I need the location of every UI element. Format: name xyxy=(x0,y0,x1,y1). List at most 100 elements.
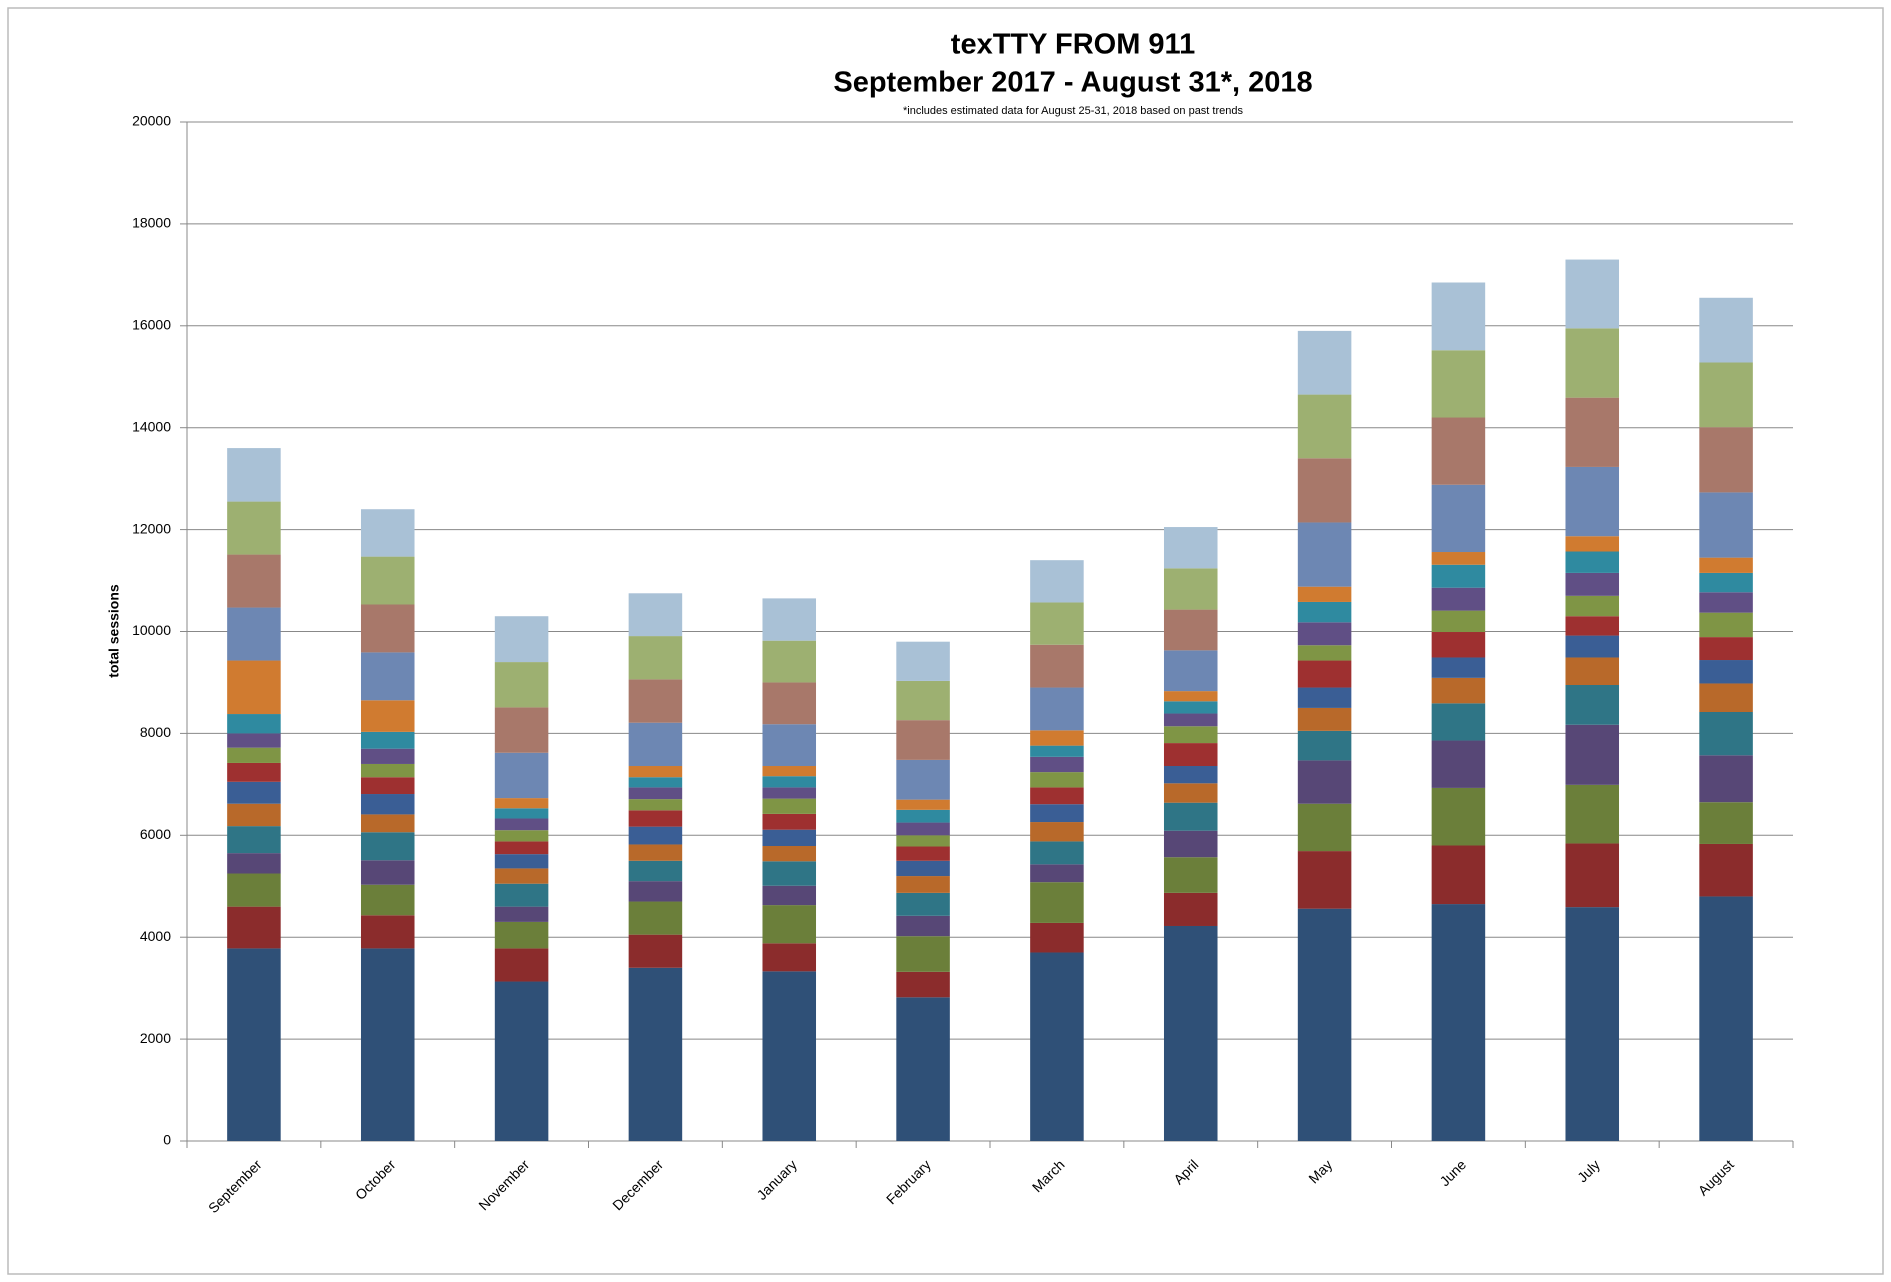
y-tick-label: 4000 xyxy=(140,928,171,944)
bar-segment xyxy=(494,707,549,753)
bar-segment xyxy=(1163,701,1218,714)
y-tick-label: 8000 xyxy=(140,724,171,740)
bar-segment xyxy=(762,798,817,814)
bar-segment xyxy=(1297,660,1352,688)
bar-segment xyxy=(762,598,817,641)
bar-segment xyxy=(1565,466,1620,537)
bar-segment xyxy=(227,803,281,827)
bar-segment xyxy=(360,509,415,557)
bar-segment xyxy=(227,762,281,782)
bar-segment xyxy=(896,997,950,1141)
bar-segment xyxy=(628,826,683,845)
bar-segment xyxy=(1297,601,1352,623)
bar-segment xyxy=(1297,330,1352,395)
bar-segment xyxy=(1565,784,1620,844)
bar-segment xyxy=(1163,650,1218,692)
bar-segment xyxy=(494,818,549,831)
bar-segment xyxy=(1431,677,1486,704)
bar-segment xyxy=(1565,328,1620,398)
bar-segment xyxy=(1297,707,1352,731)
bar-segment xyxy=(628,844,683,861)
bar-segment xyxy=(1030,772,1084,788)
bar-segment xyxy=(762,829,817,846)
bar-segment xyxy=(360,860,415,885)
bar-segment xyxy=(494,798,549,809)
bar-segment xyxy=(896,892,950,916)
bar-segment xyxy=(1163,609,1218,651)
bar-segment xyxy=(360,814,415,833)
bar-segment xyxy=(494,883,549,907)
bar-segment xyxy=(494,752,549,799)
bar-segment xyxy=(494,921,549,949)
y-tick-label: 18000 xyxy=(132,215,171,231)
bar-segment xyxy=(628,799,683,811)
bar-segment xyxy=(1163,743,1218,767)
bar-segment xyxy=(1565,551,1620,573)
bar-segment xyxy=(1297,394,1352,459)
bar-segment xyxy=(1431,350,1486,418)
y-tick-label: 10000 xyxy=(132,622,171,638)
bar-segment xyxy=(1297,687,1352,708)
bar-segment xyxy=(227,853,281,874)
bar-segment xyxy=(1030,687,1084,731)
bar-segment xyxy=(227,948,281,1141)
y-tick-label: 2000 xyxy=(140,1030,171,1046)
bar-segment xyxy=(1565,843,1620,908)
bar-segment xyxy=(227,714,281,734)
bar-segment xyxy=(1565,572,1620,596)
bar-segment xyxy=(896,720,950,760)
bar-segment xyxy=(896,835,950,847)
bar-segment xyxy=(227,607,281,661)
bar-segment xyxy=(1699,843,1753,897)
bar-segment xyxy=(896,759,950,800)
bar-segment xyxy=(1431,417,1486,485)
bar-segment xyxy=(762,813,817,830)
bar-segment xyxy=(360,832,415,861)
bar-segment xyxy=(1699,492,1753,558)
bar-segment xyxy=(494,981,549,1141)
bar-segment xyxy=(1163,527,1218,569)
bar-segment xyxy=(227,747,281,763)
bar-segment xyxy=(494,616,549,663)
bar-segment xyxy=(1699,896,1753,1141)
bar-segment xyxy=(227,873,281,907)
bar-segment xyxy=(494,830,549,842)
bar-segment xyxy=(360,604,415,653)
bar-segment xyxy=(1565,397,1620,467)
bar-segment xyxy=(227,448,281,502)
bar-segment xyxy=(628,766,683,778)
bar-segment xyxy=(1565,259,1620,329)
bar-segment xyxy=(1565,907,1620,1141)
bar-segment xyxy=(628,777,683,788)
bar-segment xyxy=(762,905,817,944)
bar-segment xyxy=(1297,586,1352,602)
bar-segment xyxy=(360,763,415,778)
bar-segment xyxy=(762,640,817,683)
bar-segment xyxy=(1030,560,1084,603)
bar-segment xyxy=(1163,802,1218,831)
bar-segment xyxy=(1163,766,1218,784)
bar-segment xyxy=(1431,657,1486,678)
bar-segment xyxy=(227,906,281,949)
bar-segment xyxy=(360,948,415,1141)
y-tick-label: 12000 xyxy=(132,520,171,536)
bar-segment xyxy=(1699,592,1753,613)
bar-segment xyxy=(1030,882,1084,923)
bar-segment xyxy=(1431,587,1486,611)
bar-segment xyxy=(628,860,683,882)
bar-segment xyxy=(1297,803,1352,852)
bar-segment xyxy=(896,822,950,836)
bar-segment xyxy=(227,501,281,555)
bar-segment xyxy=(360,731,415,749)
bar-segment xyxy=(1030,922,1084,953)
bar-segment xyxy=(1699,660,1753,684)
bar-segment xyxy=(1699,637,1753,661)
chart-subtitle: September 2017 - August 31*, 2018 xyxy=(833,67,1312,99)
bar-segment xyxy=(896,799,950,810)
bar-segment xyxy=(360,777,415,795)
bar-segment xyxy=(896,971,950,998)
bar-segment xyxy=(1163,568,1218,610)
bar-segment xyxy=(1163,726,1218,744)
bar-segment xyxy=(1431,552,1486,565)
